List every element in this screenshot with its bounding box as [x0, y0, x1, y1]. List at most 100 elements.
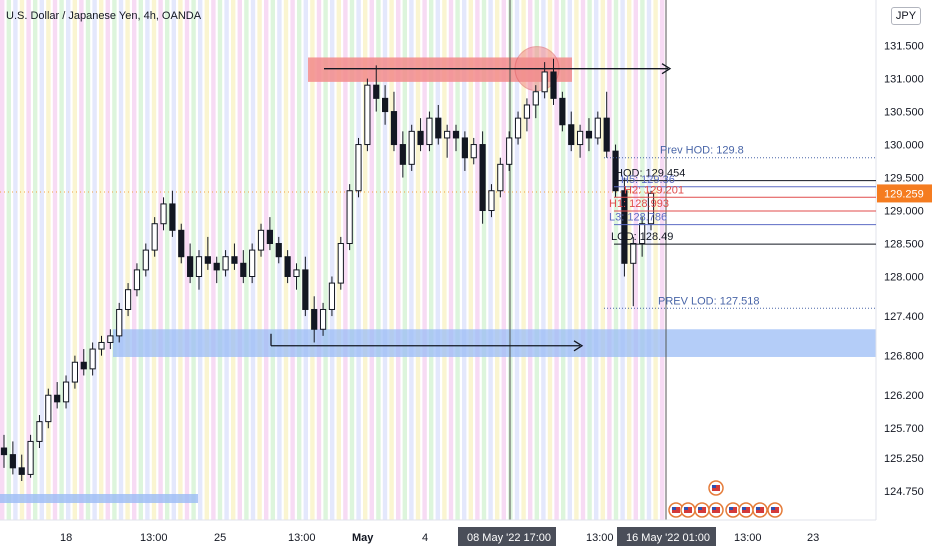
- candle-body: [603, 117, 610, 152]
- flag-canton: [771, 507, 775, 510]
- x-tick-label: 13:00: [288, 532, 316, 544]
- session-stripe: [561, 0, 566, 520]
- x-axis[interactable]: 18 13:00 25 13:00 May 4 13:00 13:00 23 08 May '22…: [0, 519, 876, 546]
- candle: [284, 250, 291, 284]
- session-stripes: [0, 0, 665, 520]
- candle: [311, 296, 318, 343]
- candle-body: [612, 150, 619, 192]
- candle-body: [470, 144, 477, 159]
- supply-arrow-head: [661, 63, 672, 75]
- candle-body: [18, 467, 25, 475]
- price-zones: [0, 46, 876, 503]
- session-stripe: [33, 0, 38, 520]
- session-stripe: [349, 0, 355, 520]
- session-stripe: [389, 0, 394, 520]
- candle-body: [417, 130, 424, 146]
- y-tick-label: 129.000: [884, 206, 924, 218]
- session-stripe: [85, 0, 91, 520]
- crosshair-date-label: 08 May '22 17:00: [467, 532, 551, 544]
- y-axis[interactable]: 131.500 131.000 130.500 130.000 129.500 129.0…: [877, 41, 932, 498]
- session-stripe: [580, 0, 586, 520]
- candle: [27, 434, 34, 478]
- session-stripe: [6, 0, 11, 520]
- candle-body: [302, 269, 309, 310]
- candle-body: [54, 394, 61, 403]
- candle: [133, 263, 141, 297]
- session-stripe: [363, 0, 368, 520]
- candle-body: [27, 440, 34, 475]
- candle: [187, 243, 194, 284]
- x-tick-label: 13:00: [734, 532, 762, 544]
- candle-body: [187, 256, 194, 277]
- lod-label: LOD: 128.49: [611, 231, 673, 243]
- flag-canton: [742, 507, 746, 510]
- us-flag-event-icon: [708, 502, 724, 518]
- session-stripe: [382, 0, 388, 520]
- session-stripe: [415, 0, 421, 520]
- candle-body: [568, 124, 575, 146]
- candle: [488, 184, 495, 218]
- session-stripe: [376, 0, 381, 520]
- session-stripe: [600, 0, 605, 520]
- session-stripe: [178, 0, 183, 520]
- session-stripe: [653, 0, 658, 520]
- current-price-tag: [877, 184, 932, 203]
- session-stripe: [627, 0, 632, 520]
- candle-body: [213, 262, 220, 271]
- prev-hod-label: Prev HOD: 129.8: [660, 145, 744, 157]
- session-stripe: [158, 0, 163, 520]
- candle: [461, 131, 468, 171]
- flag-canton: [712, 485, 716, 488]
- candle: [293, 263, 300, 290]
- candle: [142, 243, 149, 277]
- candle: [506, 131, 513, 171]
- candle: [160, 197, 167, 231]
- session-stripe: [105, 0, 110, 520]
- session-stripe: [211, 0, 216, 520]
- y-tick-label: 130.000: [884, 140, 924, 152]
- candle: [603, 91, 610, 158]
- candle: [18, 454, 25, 482]
- session-stripe: [587, 0, 592, 520]
- candle: [621, 177, 628, 277]
- candle: [417, 118, 424, 152]
- candle: [319, 302, 327, 336]
- candle: [45, 388, 52, 429]
- candle-body: [240, 262, 247, 277]
- y-tick-label: 126.800: [884, 351, 924, 363]
- flag-canton: [698, 507, 702, 510]
- x-tick-label: 13:00: [140, 532, 168, 544]
- candle: [639, 217, 646, 257]
- session-stripe: [402, 0, 407, 520]
- candle: [62, 375, 70, 409]
- candle: [399, 131, 406, 178]
- candle: [559, 91, 566, 132]
- session-stripe: [112, 0, 117, 520]
- candle-body: [364, 84, 371, 146]
- candle-body: [80, 361, 87, 370]
- candle-body: [399, 144, 406, 165]
- us-flag-event-icon: [680, 502, 696, 518]
- session-stripe: [270, 0, 275, 520]
- x-tick-label: 25: [214, 532, 226, 544]
- candle: [612, 144, 619, 198]
- candle-body: [355, 144, 362, 192]
- candle-body: [89, 348, 96, 370]
- currency-badge[interactable]: JPY: [891, 7, 921, 25]
- candle-body: [373, 84, 380, 99]
- crosshair-date-tag: [458, 527, 556, 546]
- candle-body: [284, 256, 291, 277]
- session-stripe: [343, 0, 348, 520]
- candle-body: [71, 361, 79, 383]
- flag-canton: [672, 507, 676, 510]
- candle: [408, 124, 415, 171]
- candle-body: [647, 192, 655, 225]
- candle-body: [550, 71, 557, 99]
- candle-body: [435, 117, 442, 139]
- candle-body: [116, 308, 123, 337]
- demand-zone: [113, 329, 876, 357]
- candle-body: [222, 256, 229, 271]
- candle-body: [594, 117, 601, 139]
